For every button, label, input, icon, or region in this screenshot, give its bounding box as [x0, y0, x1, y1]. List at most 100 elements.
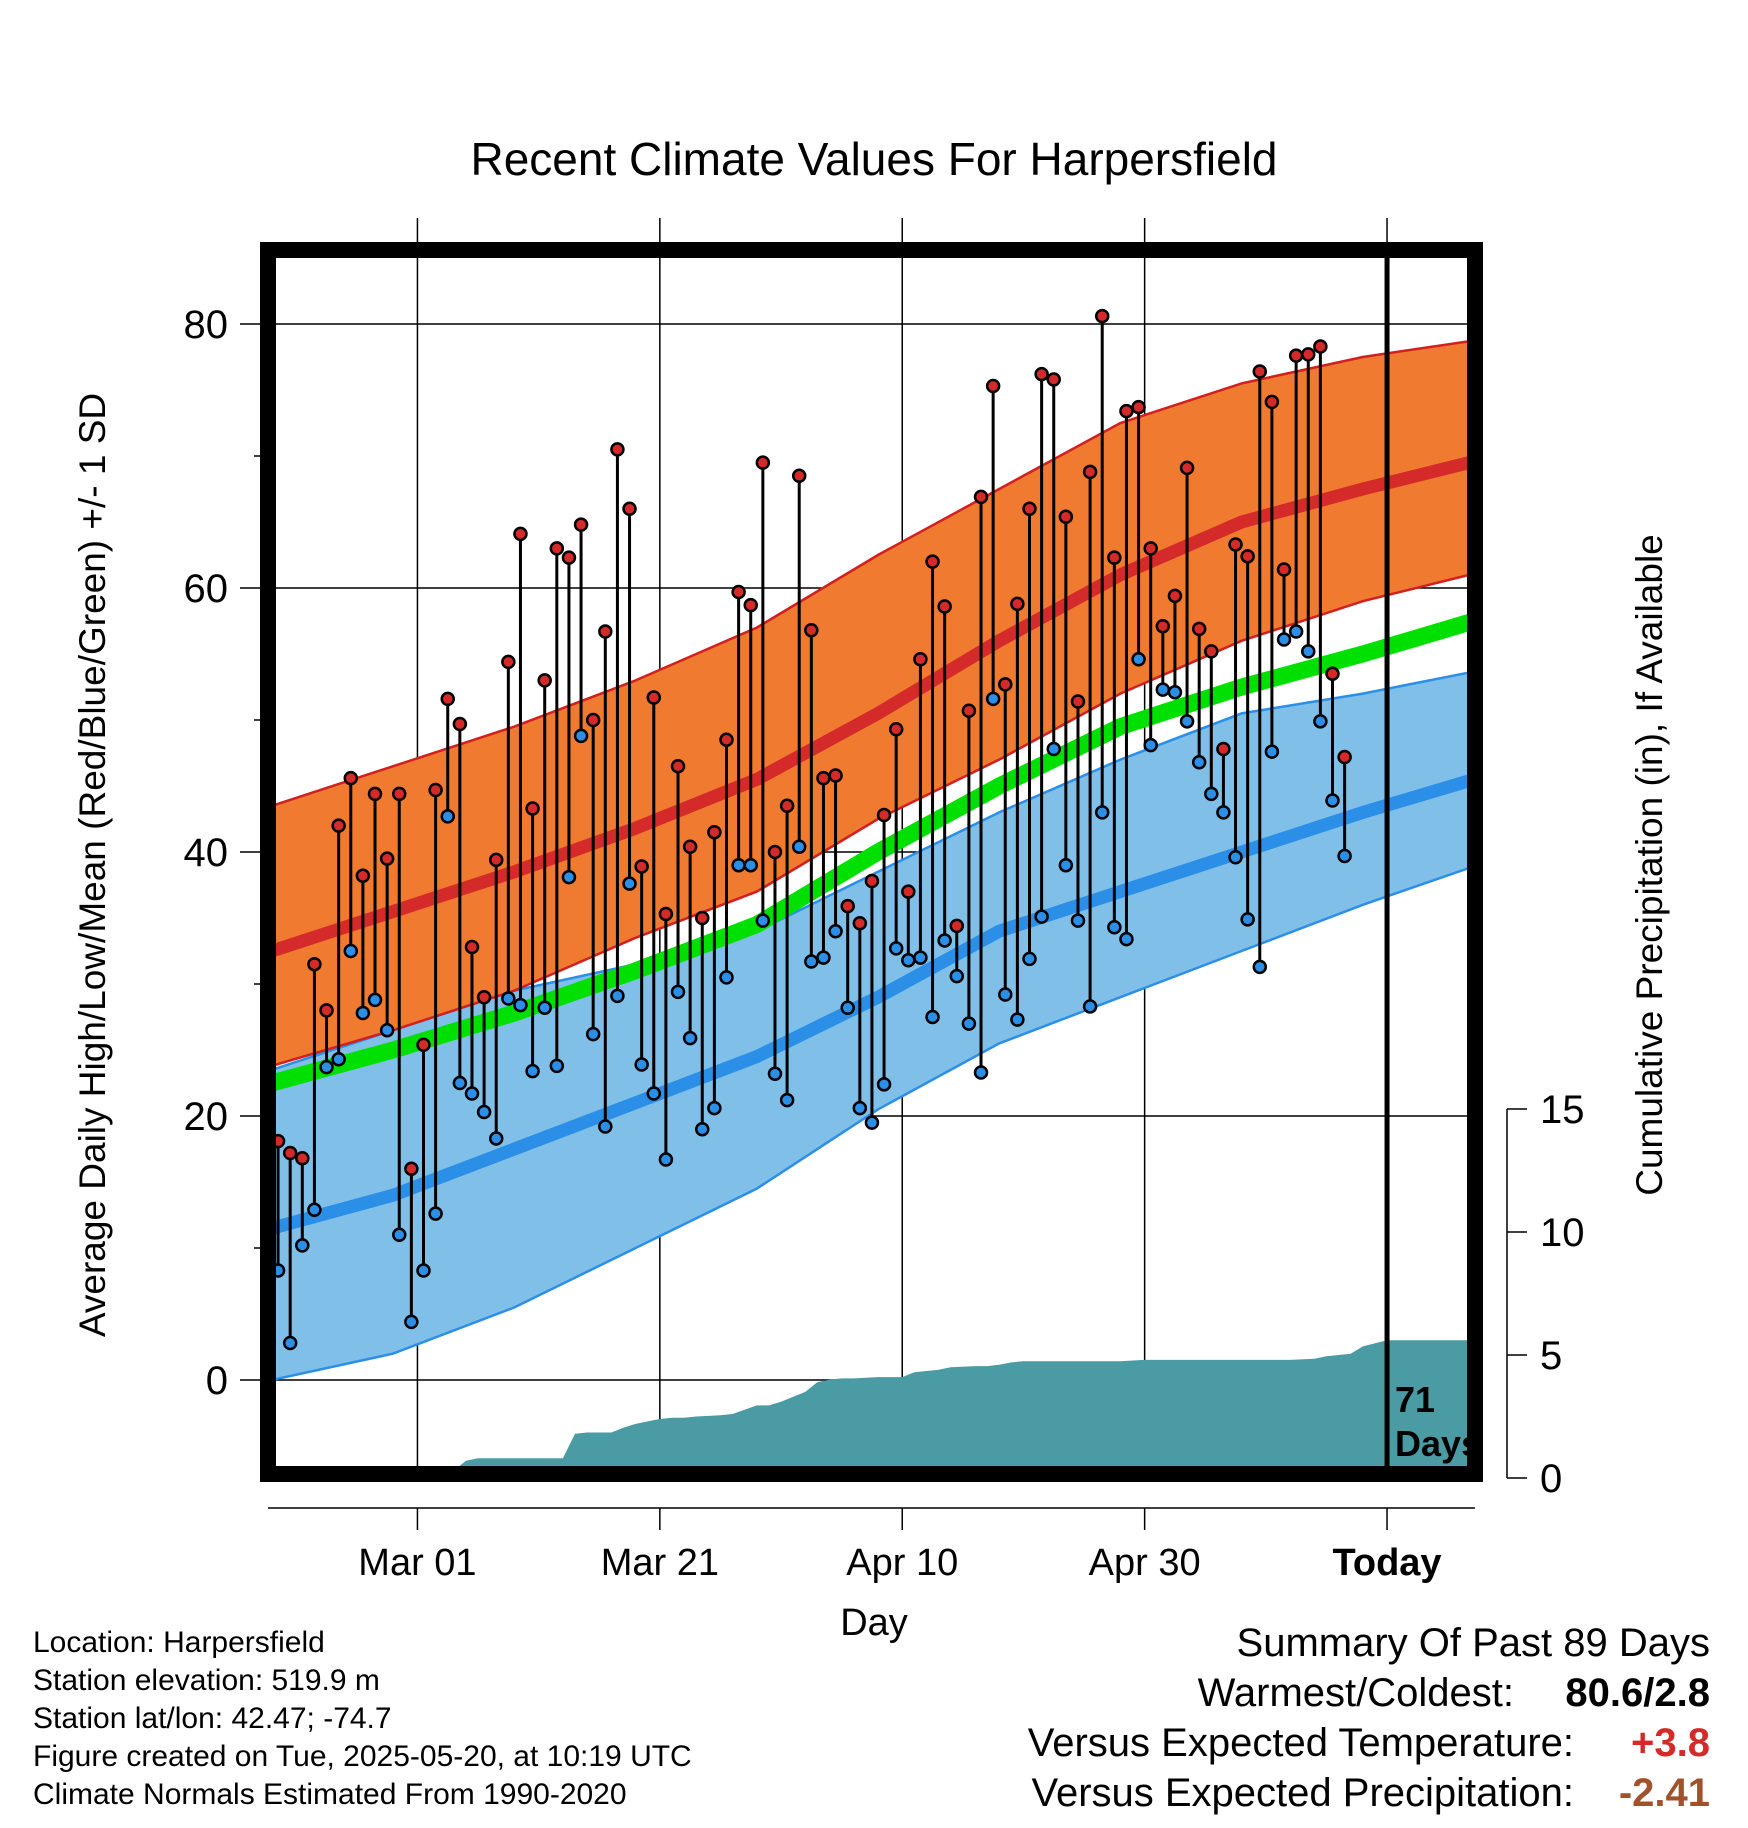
daily-low-point	[1094, 805, 1110, 820]
warm-cold-value: 80.6/2.8	[1565, 1671, 1710, 1715]
daily-high-point	[561, 550, 577, 565]
daily-high-point	[282, 1145, 298, 1161]
daily-high-point	[428, 782, 443, 798]
daily-low-point	[1276, 632, 1292, 647]
daily-low-point	[682, 1030, 698, 1046]
daily-low-point	[901, 952, 916, 968]
daily-low-point	[549, 1058, 565, 1074]
daily-high-point	[755, 455, 771, 470]
temp-label: Versus Expected Temperature:	[1027, 1721, 1574, 1765]
daily-high-point	[779, 798, 795, 814]
daily-high-point	[840, 898, 855, 914]
daily-high-point	[1179, 460, 1195, 476]
daily-high-point	[804, 622, 819, 638]
daily-high-point	[864, 873, 880, 889]
daily-high-point	[791, 468, 807, 484]
daily-high-point	[331, 818, 346, 833]
daily-low-point	[658, 1152, 674, 1167]
daily-low-point	[464, 1086, 480, 1101]
daily-high-point	[1301, 347, 1316, 362]
daily-high-point	[488, 852, 504, 868]
x-tick-label: Mar 01	[358, 1542, 476, 1584]
daily-low-point	[1204, 786, 1219, 802]
daily-low-point	[598, 1119, 613, 1134]
daily-low-point	[307, 1202, 322, 1217]
daily-low-point	[1252, 959, 1268, 975]
daily-low-point	[767, 1066, 783, 1082]
daily-high-point	[1058, 509, 1074, 524]
daily-low-point	[1325, 793, 1340, 808]
daily-high-point	[1216, 741, 1231, 757]
days-count-label: 71	[1395, 1379, 1435, 1420]
daily-low-point	[888, 941, 904, 956]
station-info: Location: Harpersfield Station elevation…	[33, 1624, 692, 1814]
daily-low-point	[585, 1026, 601, 1042]
daily-low-point	[513, 997, 528, 1013]
daily-low-point	[828, 923, 843, 939]
daily-low-point	[634, 1057, 649, 1072]
daily-low-point	[755, 913, 771, 928]
daily-high-point	[585, 712, 601, 728]
daily-low-point	[1313, 714, 1328, 729]
daily-high-point	[816, 770, 831, 786]
daily-high-point	[1131, 399, 1146, 415]
y2-tick-label: 0	[1540, 1457, 1562, 1501]
daily-low-point	[670, 984, 686, 1000]
daily-low-point	[731, 857, 746, 873]
y2-tick-label: 5	[1540, 1334, 1562, 1378]
daily-high-point	[379, 851, 395, 866]
daily-high-point	[634, 859, 649, 874]
daily-low-point	[622, 876, 637, 891]
daily-high-point	[307, 956, 322, 972]
daily-low-point	[876, 1077, 892, 1092]
y-tick-label: 0	[206, 1359, 228, 1403]
y-tick-label: 20	[184, 1095, 229, 1139]
location-text: Location: Harpersfield	[33, 1626, 325, 1659]
daily-high-point	[695, 910, 710, 926]
daily-high-point	[852, 916, 868, 931]
daily-high-point	[888, 721, 904, 737]
daily-low-point	[367, 992, 383, 1008]
temp-value: +3.8	[1631, 1721, 1710, 1765]
daily-low-point	[779, 1092, 795, 1108]
daily-low-point	[925, 1009, 940, 1025]
daily-high-point	[1313, 339, 1328, 354]
daily-low-point	[998, 987, 1013, 1002]
daily-high-point	[731, 584, 746, 600]
daily-low-point	[331, 1051, 346, 1067]
daily-high-point	[646, 690, 662, 705]
daily-low-point	[961, 1016, 977, 1031]
daily-low-point	[937, 933, 952, 948]
daily-low-point	[646, 1086, 662, 1101]
daily-high-point	[295, 1150, 310, 1166]
daily-high-point	[476, 989, 492, 1005]
daily-low-point	[1167, 685, 1183, 700]
daily-high-point	[767, 844, 783, 860]
daily-high-point	[416, 1037, 431, 1052]
x-tick-label: Apr 10	[846, 1542, 958, 1584]
daily-high-point	[682, 839, 698, 854]
elevation-text: Station elevation: 519.9 m	[33, 1664, 380, 1697]
daily-high-point	[392, 786, 407, 802]
daily-high-point	[1240, 549, 1255, 564]
daily-low-point	[791, 839, 807, 854]
daily-high-point	[1325, 666, 1340, 682]
daily-high-point	[937, 599, 952, 614]
daily-high-point	[1022, 501, 1037, 517]
daily-low-point	[343, 943, 359, 959]
daily-high-point	[1107, 550, 1122, 565]
daily-low-point	[1107, 919, 1122, 935]
y2-axis-label: Cumulative Precipitation (in), If Availa…	[1629, 534, 1670, 1196]
daily-low-point	[1082, 999, 1098, 1014]
mean-normal-line	[269, 611, 1475, 1092]
daily-low-point	[1119, 931, 1134, 947]
daily-high-point	[1094, 308, 1110, 324]
daily-high-point	[549, 541, 565, 556]
daily-high-point	[1228, 537, 1243, 552]
daily-high-point	[367, 786, 383, 802]
daily-low-point	[816, 950, 831, 965]
daily-low-point	[719, 970, 734, 985]
